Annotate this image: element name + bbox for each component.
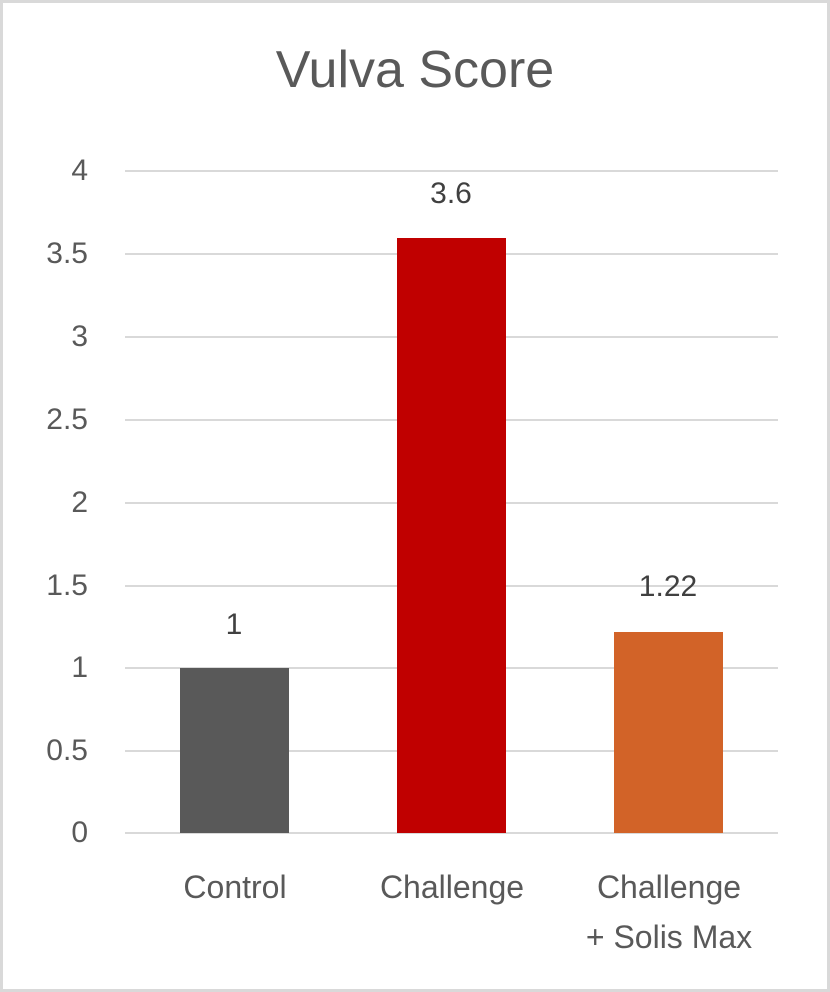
y-tick-label: 1.5 — [46, 569, 88, 602]
x-label-challenge-solis-max-line1: Challenge — [596, 869, 742, 905]
bar-challenge — [397, 238, 506, 833]
x-axis-line — [125, 832, 778, 834]
bar-control — [180, 668, 289, 833]
y-tick-label: 3 — [71, 320, 88, 353]
y-tick-label: 3.5 — [46, 237, 88, 270]
data-label-challenge: 3.6 — [430, 177, 472, 210]
data-label-control: 1 — [225, 608, 243, 641]
y-tick-label: 0 — [71, 816, 88, 849]
y-tick-label: 2 — [71, 486, 88, 519]
x-label-control: Control — [183, 869, 287, 905]
chart-title: Vulva Score — [275, 41, 555, 99]
bar-challenge-solis-max — [614, 632, 723, 833]
y-tick-label: 1 — [71, 651, 88, 684]
y-tick-label: 2.5 — [46, 403, 88, 436]
gridline-4 — [125, 170, 778, 172]
x-label-challenge: Challenge — [379, 869, 525, 905]
y-tick-label: 0.5 — [46, 734, 88, 767]
data-label-challenge-solis-max: 1.22 — [638, 570, 698, 603]
x-label-challenge-solis-max-line2: + Solis Max — [585, 919, 753, 955]
y-tick-label: 4 — [71, 154, 88, 187]
